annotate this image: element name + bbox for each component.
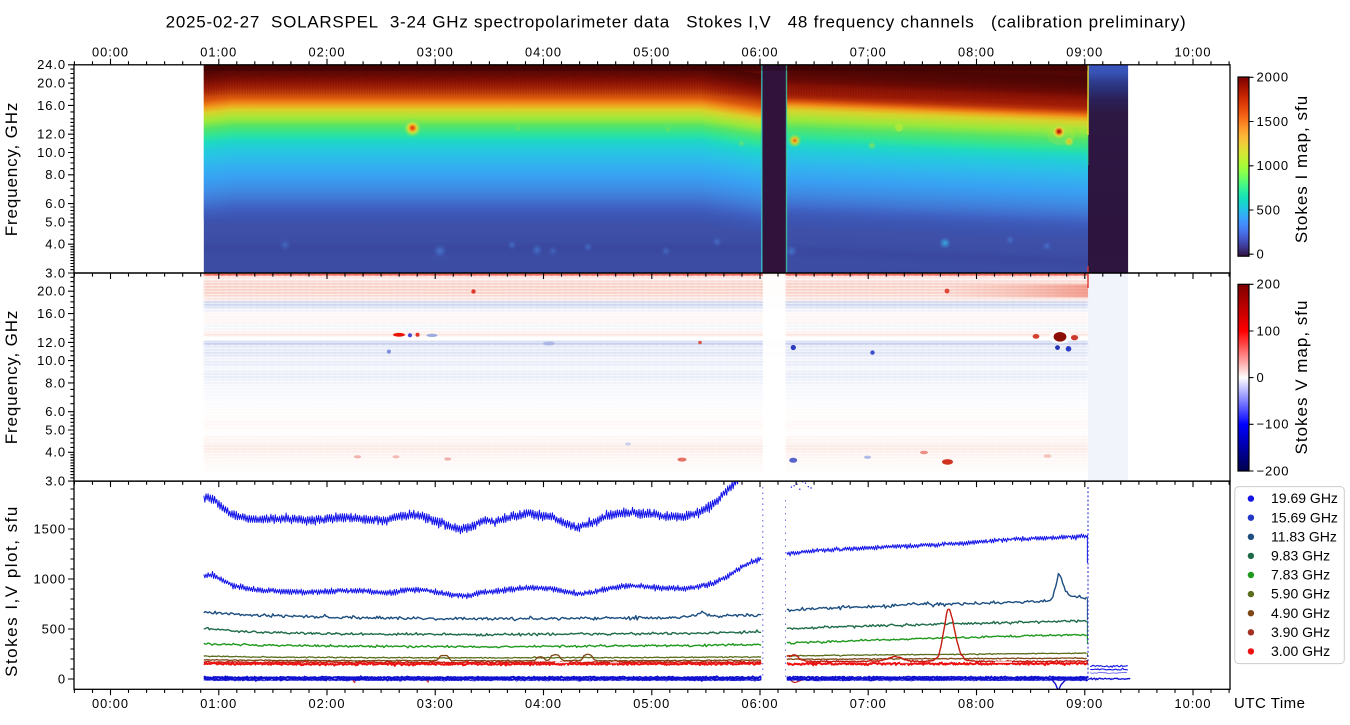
svg-text:04:00: 04:00 [525,696,562,711]
svg-text:8.0: 8.0 [45,167,66,182]
svg-text:0: 0 [58,671,66,686]
svg-text:−200: −200 [1257,463,1290,478]
svg-text:1000: 1000 [1257,158,1290,173]
svg-text:6.0: 6.0 [45,404,66,419]
svg-text:19.69 GHz: 19.69 GHz [1271,490,1338,506]
svg-text:09:00: 09:00 [1066,696,1103,711]
svg-text:12.0: 12.0 [37,127,66,142]
svg-text:4.0: 4.0 [45,237,66,252]
svg-text:12.0: 12.0 [37,335,66,350]
svg-text:Frequency, GHz: Frequency, GHz [2,102,21,236]
svg-text:8.0: 8.0 [45,375,66,390]
svg-text:00:00: 00:00 [92,696,129,711]
svg-text:00:00: 00:00 [92,44,129,59]
svg-text:01:00: 01:00 [200,696,237,711]
svg-text:2000: 2000 [1257,70,1290,85]
svg-text:09:00: 09:00 [1066,44,1103,59]
svg-text:16.0: 16.0 [37,306,66,321]
svg-text:500: 500 [42,621,66,636]
svg-text:07:00: 07:00 [850,696,887,711]
svg-text:06:00: 06:00 [741,696,778,711]
svg-text:3.00 GHz: 3.00 GHz [1271,643,1330,659]
svg-text:−100: −100 [1257,417,1290,432]
svg-text:100: 100 [1257,323,1281,338]
svg-text:500: 500 [1257,202,1281,217]
svg-text:0: 0 [1257,370,1265,385]
svg-text:5.0: 5.0 [45,422,66,437]
svg-text:2025-02-27 SOLARSPEL 3-24 GH: 2025-02-27 SOLARSPEL 3-24 GHz spectropol… [166,13,1187,32]
svg-text:6.0: 6.0 [45,196,66,211]
svg-text:16.0: 16.0 [37,98,66,113]
svg-text:1500: 1500 [1257,114,1290,129]
svg-text:20.0: 20.0 [37,75,66,90]
svg-text:20.0: 20.0 [37,284,66,299]
svg-text:07:00: 07:00 [850,44,887,59]
svg-text:05:00: 05:00 [633,44,670,59]
svg-text:02:00: 02:00 [308,696,345,711]
svg-text:08:00: 08:00 [958,44,995,59]
svg-text:Stokes I,V plot, sfu: Stokes I,V plot, sfu [2,505,21,677]
svg-text:11.83 GHz: 11.83 GHz [1271,528,1337,544]
svg-text:4.90 GHz: 4.90 GHz [1271,605,1330,621]
svg-text:3.0: 3.0 [45,474,66,489]
svg-text:UTC Time: UTC Time [1234,695,1306,712]
svg-text:3.0: 3.0 [45,265,66,280]
svg-text:7.83 GHz: 7.83 GHz [1271,567,1330,583]
svg-text:Stokes I map, sfu: Stokes I map, sfu [1292,95,1311,243]
svg-text:5.0: 5.0 [45,214,66,229]
svg-text:10.0: 10.0 [37,353,66,368]
svg-text:08:00: 08:00 [958,696,995,711]
svg-text:01:00: 01:00 [200,44,237,59]
svg-text:04:00: 04:00 [525,44,562,59]
svg-text:9.83 GHz: 9.83 GHz [1271,548,1330,564]
svg-text:0: 0 [1257,247,1265,262]
svg-text:1500: 1500 [33,521,66,536]
svg-text:03:00: 03:00 [417,44,454,59]
svg-text:4.0: 4.0 [45,445,66,460]
svg-text:06:00: 06:00 [741,44,778,59]
svg-text:24.0: 24.0 [37,57,66,72]
svg-text:10:00: 10:00 [1174,44,1211,59]
svg-text:Frequency, GHz: Frequency, GHz [2,310,21,444]
svg-text:10:00: 10:00 [1174,696,1211,711]
svg-text:05:00: 05:00 [633,696,670,711]
svg-text:3.90 GHz: 3.90 GHz [1271,624,1330,640]
svg-text:03:00: 03:00 [417,696,454,711]
svg-text:15.69 GHz: 15.69 GHz [1271,509,1338,525]
svg-text:02:00: 02:00 [308,44,345,59]
svg-text:200: 200 [1257,277,1281,292]
svg-text:10.0: 10.0 [37,145,66,160]
svg-text:1000: 1000 [33,571,66,586]
svg-text:5.90 GHz: 5.90 GHz [1271,586,1330,602]
svg-text:Stokes V map, sfu: Stokes V map, sfu [1292,300,1311,455]
